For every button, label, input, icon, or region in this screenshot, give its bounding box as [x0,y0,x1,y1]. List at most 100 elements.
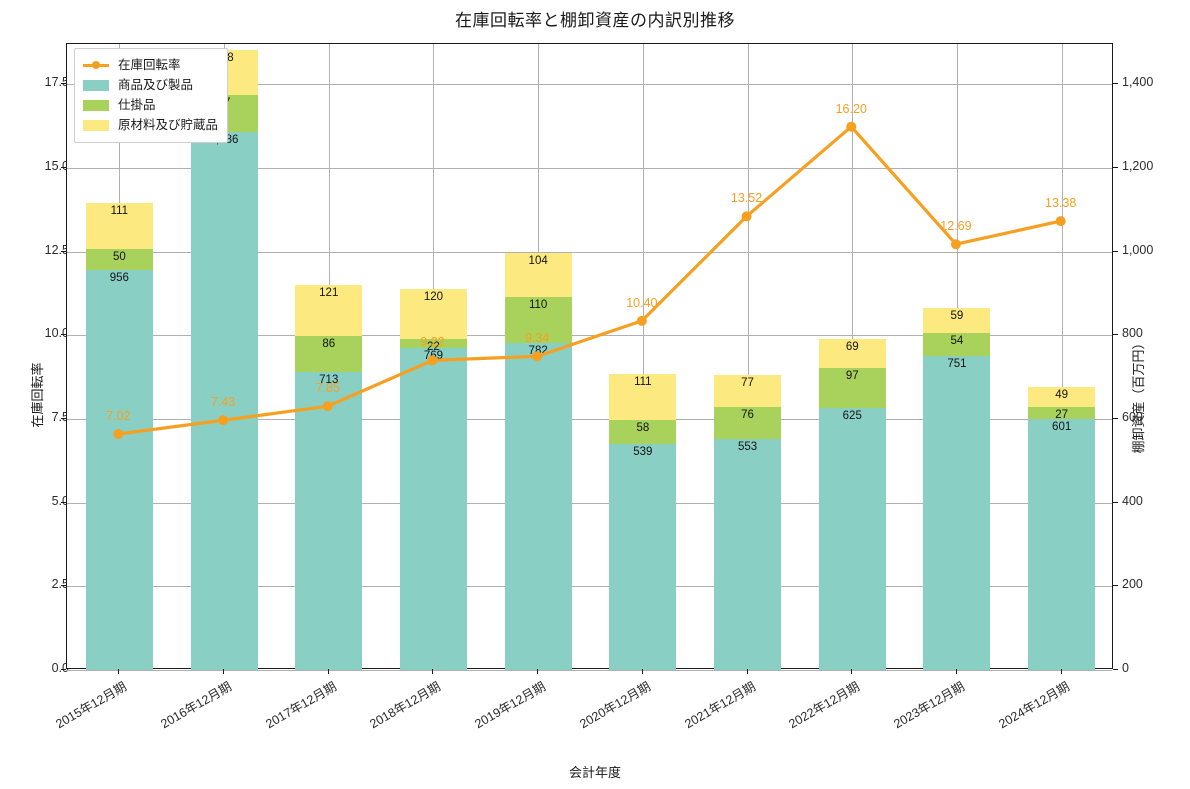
bar-value-label: 59 [950,310,964,323]
x-axis-tick-label: 2018年12月期 [367,679,444,732]
bar-value-label: 49 [1055,388,1069,401]
bar-segment[interactable]: 76 [714,406,782,439]
bar-segment[interactable]: 121 [295,285,363,336]
chart-legend[interactable]: 在庫回転率商品及び製品 仕掛品原材料及び貯蔵品 [74,48,229,143]
x-axis-tickmark [746,669,748,674]
bar-segment[interactable]: 111 [85,202,153,250]
bar-segment[interactable]: 111 [609,373,677,421]
bar-segment[interactable]: 69 [818,339,886,368]
bar-segment[interactable]: 782 [504,342,572,670]
y-axis-left-tick: 5.0 [51,493,69,508]
bar-value-label: 110 [528,298,548,311]
x-axis-tickmark [327,669,329,674]
legend-item-1[interactable]: 在庫回転率 [83,55,218,75]
legend-item-2[interactable]: 商品及び製品 [83,75,218,95]
x-axis-tick-label: 2020年12月期 [577,679,653,732]
bar-segment[interactable]: 58 [609,420,677,445]
bar-segment[interactable]: 625 [818,408,886,670]
y-axis-right-tickmark [1113,417,1118,419]
bar-segment[interactable]: 769 [399,348,467,670]
y-axis-left-tickmark [61,334,66,336]
x-axis-tickmark [851,669,853,674]
y-axis-right-tick: 400 [1122,493,1143,508]
y-axis-right-label: 棚卸資産（百万円） [1130,335,1146,454]
bar-segment[interactable]: 97 [818,367,886,409]
y-axis-left-tickmark [61,166,66,168]
legend-item-3[interactable]: 仕掛品 [83,95,218,115]
x-axis-tick-label: 2019年12月期 [472,679,549,732]
bar-segment[interactable]: 49 [1028,386,1096,408]
bar-value-label: 104 [528,255,548,268]
bar-value-label: 50 [112,251,126,264]
legend-color-swatch [83,119,109,131]
y-axis-right-tickmark [1113,501,1118,503]
bar-segment[interactable]: 956 [85,269,153,670]
x-axis-tick-label: 2022年12月期 [786,679,863,732]
bar-segment[interactable]: 120 [399,288,467,339]
y-axis-left-tickmark [61,669,66,670]
bar-segment[interactable]: 77 [714,374,782,407]
legend-item-label: 仕掛品 [118,97,156,112]
legend-item-label: 原材料及び貯蔵品 [118,117,219,132]
bar-value-label: 97 [845,369,859,382]
y-axis-right-tickmark [1113,250,1118,252]
x-axis-tickmark [955,669,957,674]
bar-segment[interactable]: 601 [1028,418,1096,670]
x-axis-tickmark [1060,669,1062,674]
gridline-horizontal [67,670,1112,671]
legend-color-swatch [83,99,109,111]
y-axis-left-tickmark [61,83,66,85]
y-axis-right-tickmark [1113,669,1118,670]
bar-value-label: 713 [319,373,339,386]
x-axis-tickmark [641,669,643,674]
bar-segment[interactable]: 50 [85,249,153,270]
bar-value-label: 111 [110,204,129,217]
bar-value-label: 69 [845,341,859,353]
gridline-horizontal [67,586,1112,588]
bar-value-label: 601 [1052,420,1072,433]
x-axis-tick-label: 2015年12月期 [53,679,130,732]
chart-title: 在庫回転率と棚卸資産の内訳別推移 [455,11,735,30]
y-axis-left-tick: 12.5 [44,242,69,257]
y-axis-right-tick: 1,200 [1122,158,1154,173]
x-axis-tickmark [223,669,225,674]
bar-segment[interactable]: 751 [923,355,991,670]
bar-segment[interactable]: 539 [609,444,677,670]
bar-segment[interactable]: 713 [295,371,363,670]
bar-segment[interactable]: 86 [295,335,363,372]
bar-segment[interactable]: 54 [923,333,991,356]
bar-segment[interactable]: 59 [923,308,991,334]
bar-segment[interactable]: 553 [714,438,782,670]
bar-value-label: 553 [737,440,758,453]
legend-item-label: 在庫回転率 [118,57,181,72]
legend-item-label: 商品及び製品 [118,77,194,92]
bar-value-label: 54 [950,335,964,348]
y-axis-left-tick: 7.5 [51,409,69,424]
bar-segment[interactable]: 22 [399,339,467,353]
legend-item-4[interactable]: 原材料及び貯蔵品 [83,115,218,135]
legend-color-swatch [83,79,109,91]
y-axis-left-tick: 15.0 [44,158,69,173]
y-axis-right-tick: 1,000 [1122,242,1154,257]
y-axis-left-tickmark [61,250,66,252]
y-axis-left-tick: 0.0 [51,661,69,675]
y-axis-right-tick: 1,400 [1122,75,1154,90]
bar-segment[interactable]: 110 [504,296,572,343]
x-axis-tickmark [537,669,539,674]
y-axis-right-tick: 200 [1122,577,1143,592]
bar-value-label: 956 [109,271,129,284]
x-axis-label: 会計年度 [568,765,621,780]
bar-value-label: 76 [741,408,754,421]
x-axis-tickmark [432,669,434,674]
x-axis-tick-label: 2023年12月期 [891,679,967,732]
y-axis-right-tickmark [1113,166,1118,168]
legend-line-marker-icon [83,60,109,71]
y-axis-left-tick: 10.0 [44,326,69,341]
y-axis-left-tickmark [61,585,66,587]
y-axis-left-tick: 17.5 [44,75,69,90]
bar-segment[interactable]: 104 [504,253,572,297]
bar-segment[interactable]: 1,286 [190,131,258,670]
y-axis-right-tickmark [1113,585,1118,587]
bar-segment[interactable]: 27 [1028,407,1096,421]
